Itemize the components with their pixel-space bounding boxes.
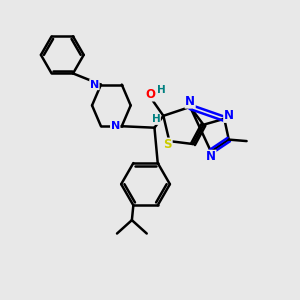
Text: N: N [90, 80, 99, 90]
Text: H: H [157, 85, 166, 95]
Text: H: H [152, 114, 160, 124]
Text: N: N [111, 121, 120, 131]
Text: S: S [164, 138, 172, 151]
Text: O: O [146, 88, 156, 101]
Text: N: N [185, 95, 195, 108]
Text: N: N [206, 150, 216, 163]
Text: N: N [224, 109, 234, 122]
